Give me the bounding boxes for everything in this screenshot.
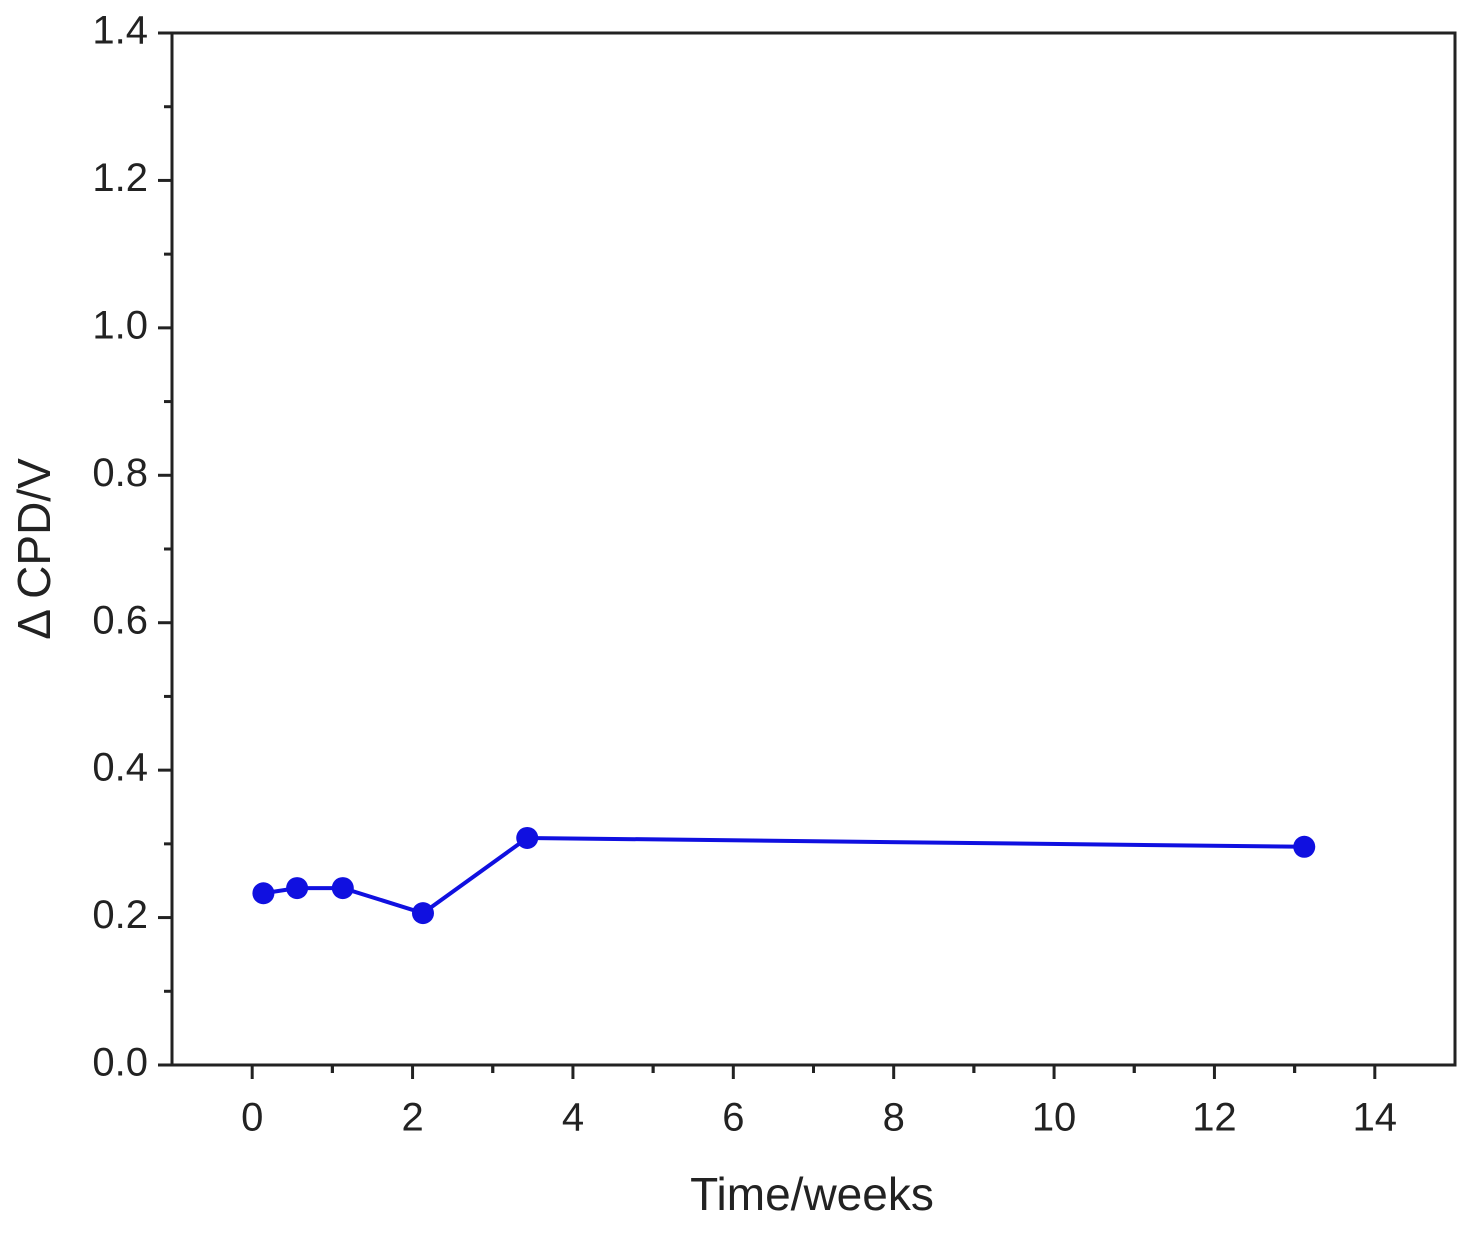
x-tick-label: 12 bbox=[1192, 1096, 1237, 1140]
x-tick-label: 6 bbox=[722, 1096, 744, 1140]
data-point bbox=[331, 877, 354, 900]
y-tick-label: 0.0 bbox=[92, 1041, 148, 1085]
y-tick-label: 1.0 bbox=[92, 303, 148, 347]
data-point bbox=[411, 902, 434, 925]
data-point bbox=[252, 882, 275, 905]
x-tick-label: 2 bbox=[401, 1096, 423, 1140]
data-point bbox=[1293, 835, 1316, 858]
data-point bbox=[516, 826, 539, 849]
y-tick-label: 1.4 bbox=[92, 9, 148, 53]
plot-frame bbox=[170, 31, 1457, 1067]
x-tick-label: 10 bbox=[1032, 1096, 1077, 1140]
y-tick-label: 0.2 bbox=[92, 893, 148, 937]
y-axis-label: Δ CPD/V bbox=[8, 458, 60, 640]
x-tick-label: 4 bbox=[562, 1096, 584, 1140]
data-line bbox=[263, 835, 1305, 916]
y-tick-label: 0.4 bbox=[92, 746, 148, 790]
x-tick-label: 8 bbox=[883, 1096, 905, 1140]
data-point bbox=[286, 877, 309, 900]
x-axis-label: Time/weeks bbox=[690, 1168, 934, 1220]
x-tick-label: 0 bbox=[241, 1096, 263, 1140]
y-tick-label: 1.2 bbox=[92, 156, 148, 200]
x-tick-label: 14 bbox=[1353, 1096, 1398, 1140]
y-tick-label: 0.8 bbox=[92, 451, 148, 495]
y-tick-label: 0.6 bbox=[92, 598, 148, 642]
